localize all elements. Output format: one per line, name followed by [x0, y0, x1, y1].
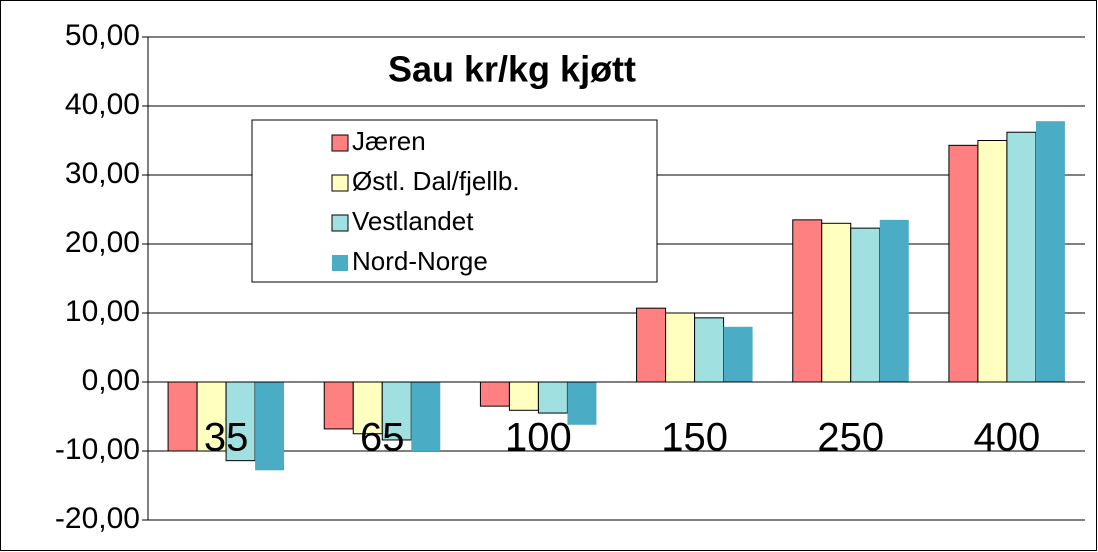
bar	[255, 382, 285, 471]
y-tick-label: 20,00	[65, 226, 140, 259]
bar	[1035, 121, 1065, 383]
legend-swatch	[331, 174, 349, 192]
legend-swatch	[331, 214, 349, 232]
legend-label: Østl. Dal/fjellb.	[352, 166, 520, 196]
y-tick-label: 50,00	[65, 19, 140, 52]
y-tick-label: 30,00	[65, 157, 140, 190]
y-tick-label: 10,00	[65, 295, 140, 328]
bar	[694, 317, 725, 383]
y-tick-label: -10,00	[55, 433, 140, 466]
bar	[723, 326, 753, 382]
legend-label: Nord-Norge	[352, 246, 488, 276]
bar	[665, 312, 696, 383]
legend-swatch	[332, 255, 348, 271]
x-tick-label: 35	[204, 416, 249, 460]
bar	[323, 381, 354, 430]
legend-label: Jæren	[352, 126, 426, 156]
bar	[167, 381, 198, 452]
bar	[508, 381, 539, 411]
legend-box	[251, 119, 658, 283]
bar	[879, 219, 909, 382]
bar	[567, 382, 597, 425]
bar	[411, 382, 441, 451]
bar	[821, 222, 852, 383]
bar	[977, 140, 1008, 383]
bar	[636, 307, 667, 383]
bar	[225, 381, 256, 462]
x-tick-label: 65	[360, 416, 405, 460]
bar	[479, 381, 510, 407]
x-tick-label: 250	[817, 416, 884, 460]
y-tick-label: 0,00	[82, 364, 140, 397]
bar	[537, 381, 568, 414]
legend-swatch	[331, 134, 349, 152]
bar	[792, 219, 823, 383]
x-tick-label: 150	[661, 416, 728, 460]
bar	[948, 144, 979, 383]
y-tick-label: -20,00	[55, 502, 140, 535]
y-tick-label: 40,00	[65, 88, 140, 121]
legend-label: Vestlandet	[352, 206, 474, 236]
x-tick-label: 100	[505, 416, 572, 460]
x-tick-label: 400	[974, 416, 1041, 460]
bar	[850, 227, 881, 383]
chart-title: Sau kr/kg kjøtt	[388, 49, 636, 90]
bar	[1006, 131, 1037, 383]
